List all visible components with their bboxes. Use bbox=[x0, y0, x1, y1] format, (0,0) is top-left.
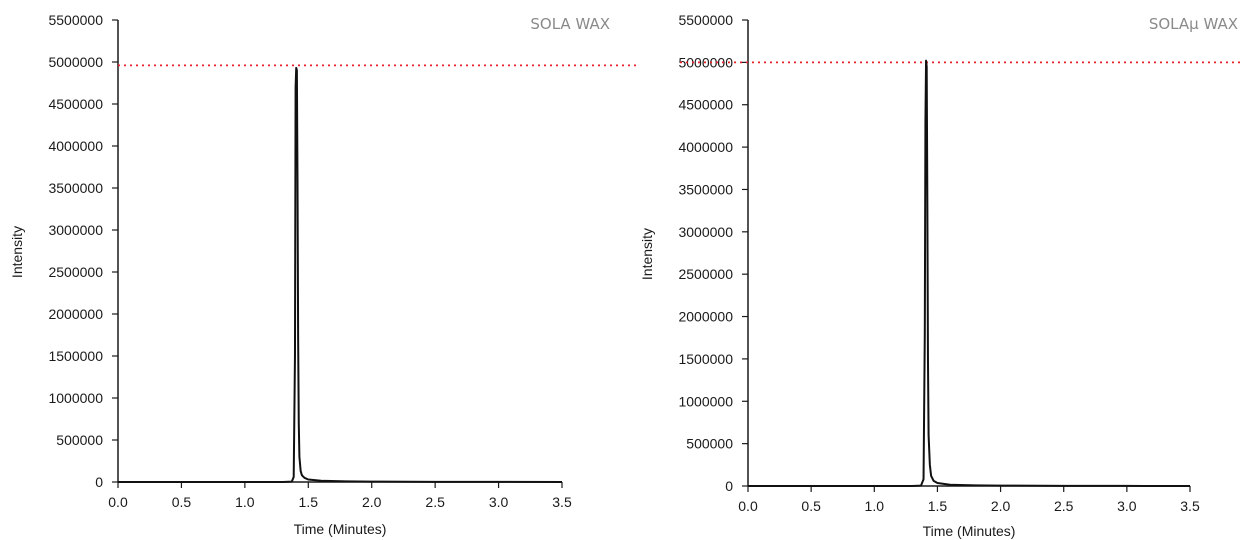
x-tick-label: 2.5 bbox=[1054, 498, 1074, 514]
y-tick-label: 500000 bbox=[56, 432, 103, 448]
x-tick-label: 2.0 bbox=[362, 494, 382, 510]
y-tick-label: 4000000 bbox=[48, 138, 103, 154]
y-axis-label: Intensity bbox=[9, 226, 25, 278]
x-tick-label: 3.0 bbox=[489, 494, 509, 510]
x-tick-label: 1.5 bbox=[928, 498, 948, 514]
x-tick-label: 0.5 bbox=[172, 494, 192, 510]
y-tick-label: 3500000 bbox=[678, 181, 733, 197]
y-tick-label: 2000000 bbox=[678, 309, 733, 325]
x-tick-label: 1.0 bbox=[865, 498, 885, 514]
y-tick-label: 4000000 bbox=[678, 139, 733, 155]
y-tick-label: 2500000 bbox=[678, 266, 733, 282]
y-tick-label: 5500000 bbox=[48, 12, 103, 28]
y-tick-label: 5000000 bbox=[48, 54, 103, 70]
x-tick-label: 2.5 bbox=[425, 494, 445, 510]
y-tick-label: 5500000 bbox=[678, 12, 733, 28]
y-tick-label: 4500000 bbox=[678, 97, 733, 113]
x-tick-label: 0.0 bbox=[108, 494, 128, 510]
x-tick-label: 3.5 bbox=[1180, 498, 1200, 514]
x-tick-label: 0.5 bbox=[801, 498, 821, 514]
y-tick-label: 4500000 bbox=[48, 96, 103, 112]
y-tick-label: 1500000 bbox=[678, 351, 733, 367]
x-tick-label: 1.5 bbox=[299, 494, 319, 510]
x-tick-label: 2.0 bbox=[991, 498, 1011, 514]
y-axis-label: Intensity bbox=[639, 228, 655, 280]
x-axis-label: Time (Minutes) bbox=[923, 523, 1016, 539]
y-tick-label: 3500000 bbox=[48, 180, 103, 196]
chromatogram-trace bbox=[748, 59, 1191, 487]
x-axis-label: Time (Minutes) bbox=[294, 521, 387, 537]
chart-title: SOLA WAX bbox=[530, 15, 610, 33]
y-tick-label: 2000000 bbox=[48, 306, 103, 322]
chart-title: SOLAμ WAX bbox=[1149, 15, 1238, 33]
chart-panel-sola-wax: SOLA WAX Time (Minutes) Intensity 0 50000… bbox=[9, 12, 640, 537]
y-tick-label: 500000 bbox=[686, 436, 733, 452]
chart-panel-solamu-wax: SOLAμ WAX Time (Minutes) Intensity 0 5000… bbox=[639, 12, 1242, 539]
chromatogram-trace bbox=[118, 66, 563, 483]
x-tick-label: 1.0 bbox=[235, 494, 255, 510]
y-tick-label: 0 bbox=[725, 478, 733, 494]
y-tick-label: 3000000 bbox=[678, 224, 733, 240]
y-tick-label: 0 bbox=[95, 474, 103, 490]
x-tick-label: 0.0 bbox=[738, 498, 758, 514]
y-tick-label: 1000000 bbox=[48, 390, 103, 406]
y-tick-label: 3000000 bbox=[48, 222, 103, 238]
x-tick-label: 3.5 bbox=[552, 494, 572, 510]
y-tick-label: 1500000 bbox=[48, 348, 103, 364]
y-tick-label: 2500000 bbox=[48, 264, 103, 280]
y-tick-label: 1000000 bbox=[678, 393, 733, 409]
x-tick-label: 3.0 bbox=[1117, 498, 1137, 514]
